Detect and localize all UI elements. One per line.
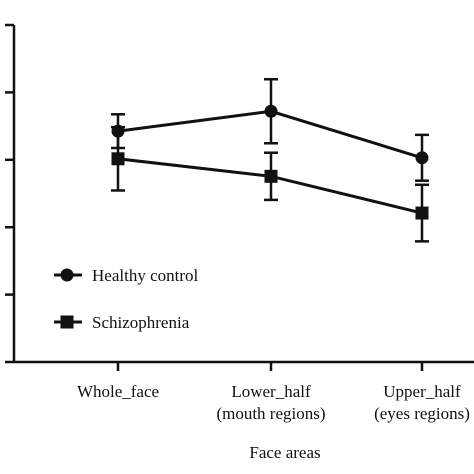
x-tick-label: Whole_face [77, 382, 159, 401]
x-ticks [116, 362, 424, 371]
y-ticks [5, 23, 14, 364]
legend-label: Healthy control [92, 266, 198, 285]
legend: Healthy control Schizophrenia [54, 266, 198, 332]
data-point [264, 169, 278, 183]
x-tick-label: Upper_half (eyes regions) [374, 382, 470, 423]
legend-marker [60, 268, 74, 282]
x-tick-labels: Whole_face Lower_half (mouth regions) Upper… [77, 382, 470, 423]
data-point [111, 152, 125, 166]
series-1 [111, 125, 429, 243]
series-layer [111, 78, 429, 243]
x-axis-label: Face areas [249, 443, 320, 462]
axes [12, 25, 474, 364]
legend-item: Schizophrenia [54, 313, 190, 332]
legend-item: Healthy control [54, 266, 198, 285]
data-point [415, 206, 429, 220]
data-point [415, 151, 429, 165]
legend-marker [60, 315, 74, 329]
data-point [264, 104, 278, 118]
legend-label: Schizophrenia [92, 313, 190, 332]
x-tick-label: Lower_half (mouth regions) [216, 382, 325, 423]
